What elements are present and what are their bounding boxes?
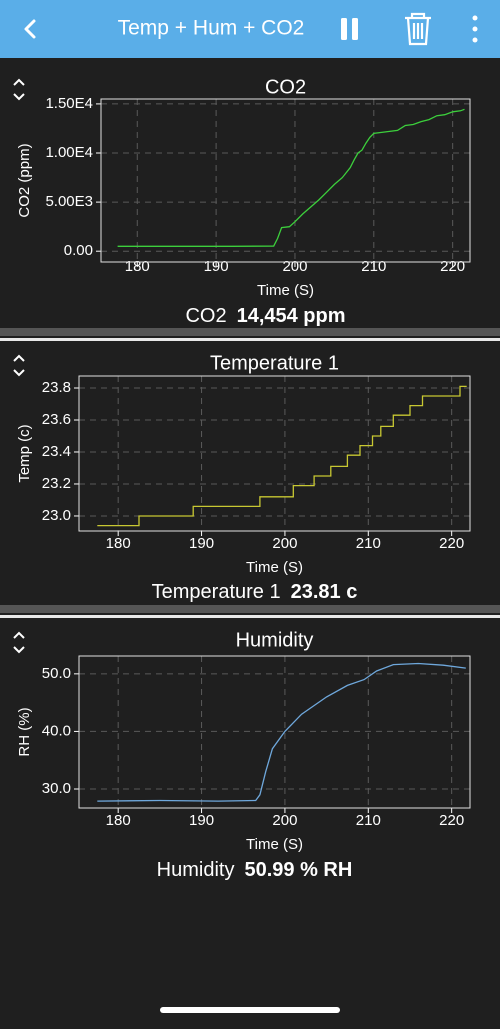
x-tick-label: 200 xyxy=(272,535,297,552)
x-tick-label: 190 xyxy=(189,812,214,829)
x-axis-label: Time (S) xyxy=(246,836,303,853)
x-tick-label: 220 xyxy=(440,258,465,275)
plot-frame xyxy=(78,375,471,532)
x-tick-label: 210 xyxy=(361,258,386,275)
readout-value: 14,454 ppm xyxy=(237,305,346,327)
y-tick-label: 30.0 xyxy=(42,780,71,797)
y-tick-label: 23.8 xyxy=(42,379,71,396)
readout-label: Temperature 1 xyxy=(152,581,281,603)
collapse-toggle[interactable] xyxy=(13,631,25,654)
x-tick-label: 200 xyxy=(282,258,307,275)
readout-value: 23.81 c xyxy=(291,581,358,603)
y-tick-label: 0.00 xyxy=(64,242,93,259)
x-tick-label: 180 xyxy=(125,258,150,275)
back-button[interactable] xyxy=(24,19,36,39)
y-tick-label: 23.0 xyxy=(42,507,71,524)
chevron-up xyxy=(13,354,25,362)
chart-title: CO2 xyxy=(265,76,306,98)
home-indicator xyxy=(160,1007,340,1013)
data-line xyxy=(117,108,465,247)
readout-label: CO2 xyxy=(185,305,226,327)
readout-value: 50.99 % RH xyxy=(244,859,352,881)
x-tick-label: 220 xyxy=(439,535,464,552)
separator xyxy=(0,328,500,336)
header-bar xyxy=(0,0,500,58)
chevron-up xyxy=(13,78,25,86)
x-tick-label: 190 xyxy=(204,258,229,275)
readout: CO2 14,454 ppm xyxy=(185,305,345,327)
more-button[interactable] xyxy=(472,15,478,43)
y-tick-label: 1.50E4 xyxy=(45,95,93,112)
y-axis-label: Temp (c) xyxy=(16,424,33,482)
readout-label: Humidity xyxy=(157,859,235,881)
chevron-down xyxy=(13,369,25,377)
header-title: Temp + Hum + CO2 xyxy=(118,17,305,40)
pause-button[interactable] xyxy=(341,18,358,40)
chevron-up xyxy=(13,631,25,639)
x-tick-label: 200 xyxy=(272,812,297,829)
y-tick-label: 23.6 xyxy=(42,411,71,428)
data-line xyxy=(97,662,466,802)
collapse-toggle[interactable] xyxy=(13,78,25,101)
x-axis-label: Time (S) xyxy=(257,282,314,299)
readout: Humidity 50.99 % RH xyxy=(157,859,353,881)
plot-frame xyxy=(78,655,471,809)
chevron-down xyxy=(13,646,25,654)
separator xyxy=(0,615,500,618)
x-tick-label: 210 xyxy=(356,812,381,829)
y-tick-label: 40.0 xyxy=(42,722,71,739)
readout: Temperature 1 23.81 c xyxy=(152,581,358,603)
data-line xyxy=(97,385,467,527)
x-axis-label: Time (S) xyxy=(246,559,303,576)
y-tick-label: 5.00E3 xyxy=(45,193,93,210)
chart-title: Humidity xyxy=(236,629,314,651)
separator xyxy=(0,605,500,613)
x-tick-label: 180 xyxy=(106,812,131,829)
y-tick-label: 50.0 xyxy=(42,665,71,682)
x-tick-label: 180 xyxy=(106,535,131,552)
x-tick-label: 190 xyxy=(189,535,214,552)
y-axis-label: RH (%) xyxy=(16,707,33,756)
chevron-down xyxy=(13,93,25,101)
y-tick-label: 23.4 xyxy=(42,443,71,460)
x-tick-label: 210 xyxy=(356,535,381,552)
chart-title: Temperature 1 xyxy=(210,352,339,374)
x-tick-label: 220 xyxy=(439,812,464,829)
collapse-toggle[interactable] xyxy=(13,354,25,377)
y-tick-label: 23.2 xyxy=(42,475,71,492)
delete-button[interactable] xyxy=(405,12,431,46)
y-axis-label: CO2 (ppm) xyxy=(16,143,33,217)
separator xyxy=(0,338,500,341)
plot-frame xyxy=(100,98,471,263)
y-tick-label: 1.00E4 xyxy=(45,144,93,161)
